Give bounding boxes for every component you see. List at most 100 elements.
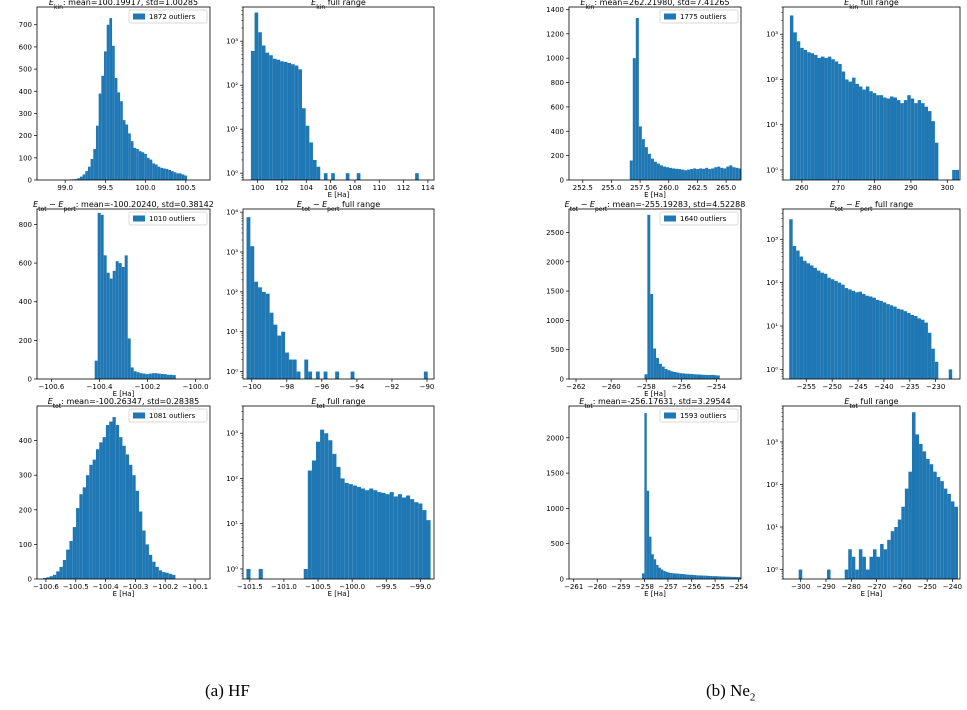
histogram-bar bbox=[169, 374, 173, 379]
histogram-bar bbox=[86, 475, 90, 579]
histogram-bar bbox=[900, 309, 904, 379]
histogram-bar bbox=[181, 174, 185, 180]
bars bbox=[246, 217, 428, 379]
y-tick-label: 100 bbox=[19, 541, 32, 549]
histogram-bar bbox=[162, 168, 166, 180]
histogram-bar bbox=[665, 167, 669, 180]
histogram-bar bbox=[168, 573, 173, 579]
histogram-bar bbox=[862, 293, 866, 379]
histogram-bar bbox=[714, 167, 718, 180]
histogram-bar bbox=[711, 168, 715, 180]
histogram-bar bbox=[365, 490, 370, 579]
histogram-bar bbox=[168, 170, 172, 180]
histogram-bar bbox=[696, 169, 700, 180]
bars bbox=[42, 417, 176, 579]
histogram-bar bbox=[865, 569, 870, 579]
x-tick-label: −261 bbox=[564, 583, 583, 591]
axes-frame bbox=[568, 6, 742, 181]
chart-panel-ne2-etot-full: −300 −290 −280 −270 −260 −250 −240 10⁰ 10¹ 10² 10³… bbox=[766, 397, 962, 598]
histogram-bar bbox=[148, 373, 152, 379]
histogram-bar bbox=[875, 299, 880, 379]
y-tick-label: 1000 bbox=[546, 505, 564, 513]
histogram-bar bbox=[258, 568, 263, 579]
histogram-bar bbox=[254, 12, 259, 180]
histogram-bar bbox=[810, 53, 815, 180]
x-tick-label: −94 bbox=[350, 383, 365, 391]
chart-title: Etot − Epert: mean=-255.19283, std=4.522… bbox=[565, 200, 746, 213]
y-tick-label: 600 bbox=[19, 260, 32, 268]
histogram-bar bbox=[883, 97, 887, 180]
histogram-bar bbox=[886, 304, 890, 379]
x-axis-label: E [Ha] bbox=[113, 390, 135, 398]
y-tick-label: 400 bbox=[19, 88, 32, 96]
legend-swatch bbox=[664, 215, 676, 222]
histogram-bar bbox=[940, 481, 944, 579]
histogram-bar bbox=[845, 79, 849, 180]
histogram-bar bbox=[135, 490, 139, 579]
histogram-bar bbox=[738, 577, 741, 579]
bars bbox=[250, 12, 419, 180]
x-tick-label: −260 bbox=[602, 383, 621, 391]
x-tick-label: −260 bbox=[588, 583, 607, 591]
x-tick-label: −240 bbox=[943, 583, 962, 591]
y-tick-label: 100 bbox=[19, 154, 32, 162]
histogram-bar bbox=[100, 214, 104, 379]
histogram-bar bbox=[638, 126, 642, 180]
chart-panel-hf-etot-zoom: −100.6 −100.5 −100.4 −100.3 −100.2 −100.1 0 100… bbox=[19, 397, 211, 598]
histogram-bar bbox=[943, 488, 948, 579]
histogram-bar bbox=[422, 510, 427, 579]
histogram-bar bbox=[897, 519, 902, 579]
y-tick-label: 10⁰ bbox=[226, 368, 238, 376]
histogram-bar bbox=[283, 61, 288, 180]
histogram-bar bbox=[715, 576, 718, 579]
histogram-bar bbox=[163, 374, 167, 379]
x-tick-label: −100.3 bbox=[122, 583, 148, 591]
histogram-bar bbox=[705, 167, 709, 180]
histogram-bar bbox=[855, 83, 859, 180]
histogram-bar bbox=[689, 574, 692, 579]
histogram-bar bbox=[165, 168, 169, 180]
histogram-bar bbox=[101, 75, 105, 180]
histogram-bar bbox=[106, 24, 110, 180]
chart-title: Etot − Epert: mean=-100.20240, std=0.381… bbox=[33, 200, 214, 213]
histogram-bar bbox=[917, 100, 922, 180]
y-tick-label: 10⁰ bbox=[226, 170, 238, 178]
histogram-bar bbox=[160, 167, 163, 180]
histogram-bar bbox=[344, 482, 349, 579]
histogram-bar bbox=[671, 168, 676, 180]
histogram-bar bbox=[151, 373, 155, 379]
chart-panel-hf-etot-epert-zoom: −100.6 −100.4 −100.2 −100.0 0 200 400 600 800 E [… bbox=[19, 200, 214, 398]
histogram-bar bbox=[356, 173, 361, 180]
histogram-bar bbox=[659, 165, 663, 180]
y-tick-label: 10² bbox=[226, 82, 238, 90]
histogram-bar bbox=[656, 564, 659, 579]
x-tick-label: −256 bbox=[682, 583, 702, 591]
histogram-bar bbox=[883, 549, 888, 579]
histogram-bar bbox=[735, 167, 739, 180]
x-axis-label: E [Ha] bbox=[328, 191, 350, 199]
histogram-bar bbox=[919, 443, 923, 579]
histogram-bar bbox=[361, 488, 366, 579]
histogram-bar bbox=[179, 173, 182, 180]
histogram-bar bbox=[136, 372, 140, 379]
histogram-bar bbox=[708, 375, 712, 379]
y-tick-label: 300 bbox=[19, 110, 32, 118]
histogram-bar bbox=[152, 561, 156, 579]
y-tick-label: 700 bbox=[19, 21, 32, 29]
histogram-bar bbox=[851, 290, 856, 379]
histogram-bar bbox=[710, 576, 713, 579]
x-tick-label: −230 bbox=[926, 383, 945, 391]
histogram-bar bbox=[667, 370, 671, 379]
histogram-bar bbox=[109, 278, 113, 379]
y-tick-label: 10⁰ bbox=[766, 166, 778, 174]
histogram-bar bbox=[308, 371, 313, 379]
histogram-bar bbox=[356, 486, 362, 579]
histogram-bar bbox=[79, 494, 83, 579]
histogram-bar bbox=[713, 375, 717, 379]
axes-frame bbox=[782, 6, 961, 181]
histogram-bar bbox=[817, 57, 821, 180]
legend-box bbox=[128, 9, 208, 24]
histogram-bar bbox=[903, 100, 908, 180]
histogram-bar bbox=[117, 92, 121, 180]
histogram-bar bbox=[796, 41, 801, 180]
